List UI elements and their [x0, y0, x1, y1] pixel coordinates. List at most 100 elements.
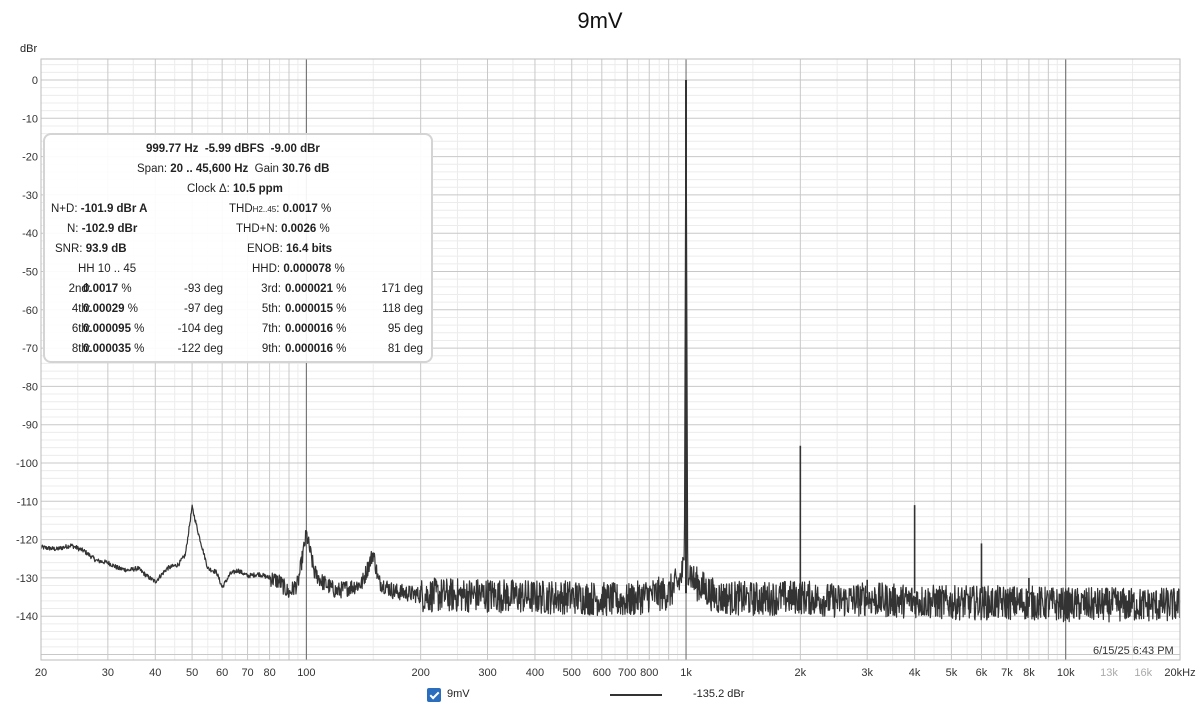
harmonic-value: 0.0017	[83, 283, 119, 295]
snr-row: SNR: 93.9 dB	[55, 243, 127, 255]
thdn-row: THD+N: 0.0026 %	[236, 223, 330, 235]
x-tick-label: 50	[186, 667, 198, 679]
gain-label: Gain	[254, 163, 279, 175]
harmonic-cell: 0.00029 %	[83, 303, 138, 315]
x-tick-label: 600	[593, 667, 611, 679]
x-tick-label: 60	[216, 667, 228, 679]
x-tick-label: 7k	[1001, 667, 1013, 679]
chart-title: 9mV	[577, 8, 623, 33]
enob-value: 16.4 bits	[286, 243, 333, 255]
x-tick-label: 8k	[1023, 667, 1035, 679]
x-tick-label: 700	[618, 667, 636, 679]
harmonic-cell: 7th:	[261, 323, 281, 335]
x-tick-labels: 20 30 40 50 60 70 80 100 200 300 400 500 600 700 800 1k…	[35, 667, 1196, 679]
fundamental-frequency: 999.77 Hz	[146, 143, 199, 155]
legend-checkbox[interactable]	[427, 688, 441, 702]
x-tick-label: 70	[241, 667, 253, 679]
thdn-unit: %	[319, 223, 330, 235]
harmonic-cell: 5th:	[261, 303, 281, 315]
harmonic-cell: -93 deg	[183, 283, 223, 295]
y-tick-label: -100	[16, 458, 38, 470]
harmonic-cell: 3rd:	[261, 283, 281, 295]
harmonic-unit: %	[118, 283, 132, 295]
y-tick-label: -60	[22, 305, 38, 317]
enob-row: ENOB: 16.4 bits	[247, 243, 332, 255]
x-tick-label: 300	[478, 667, 496, 679]
hhd-row: HHD: 0.000078 %	[252, 263, 345, 275]
harmonic-cell: -97 deg	[183, 303, 223, 315]
thd-label: THD	[229, 203, 253, 215]
harmonic-unit: %	[332, 323, 347, 335]
y-tick-label: -80	[22, 381, 38, 393]
harmonic-value: 0.000016	[285, 343, 333, 355]
x-tick-label: 4k	[909, 667, 921, 679]
nd-row: N+D: -101.9 dBr A	[51, 203, 147, 215]
y-tick-label: -30	[22, 190, 38, 202]
y-tick-label: -20	[22, 152, 38, 164]
harmonic-unit: %	[332, 283, 347, 295]
x-tick-label: 20	[35, 667, 47, 679]
hh-range: HH 10 .. 45	[78, 263, 137, 275]
harmonic-unit: %	[124, 303, 138, 315]
thdn-label: THD+N:	[236, 223, 278, 235]
harmonic-cell: 9th:	[261, 343, 281, 355]
harmonic-unit: %	[332, 343, 347, 355]
harmonic-cell: 0.000021 %	[285, 283, 346, 295]
y-tick-label: -10	[22, 113, 38, 125]
thd-colon: :	[276, 203, 280, 215]
harmonic-cell: 81 deg	[387, 343, 423, 355]
harmonic-unit: %	[332, 303, 347, 315]
thd-row: THDH2..45: 0.0017 %	[229, 203, 331, 215]
harmonic-cell: 0.0017 %	[83, 283, 132, 295]
legend-line-swatch	[610, 694, 662, 696]
harmonic-cell: 0.000095 %	[83, 323, 144, 335]
noise-row: N: -102.9 dBr	[67, 223, 137, 235]
harmonic-value: 0.000035	[83, 343, 131, 355]
legend-series-name: 9mV	[447, 688, 470, 700]
harmonic-unit: %	[130, 343, 145, 355]
series-trace-9mV	[40, 126, 1181, 623]
y-tick-label: -120	[16, 535, 38, 547]
snr-value: 93.9 dB	[85, 243, 127, 255]
x-tick-label: 1k	[680, 667, 692, 679]
thd-value: 0.0017	[282, 203, 318, 215]
harmonic-cell: 118 deg	[382, 303, 423, 315]
x-tick-label: 10k	[1057, 667, 1075, 679]
harmonic-cell: 8th:	[71, 343, 91, 355]
x-tick-label: 800	[640, 667, 658, 679]
nd-label: N+D:	[51, 203, 78, 215]
measurement-panel[interactable]: 999.77 Hz -5.99 dBFS -9.00 dBr Span: 20 …	[43, 133, 433, 363]
fundamental-dbfs: -5.99 dBFS	[204, 143, 265, 155]
y-tick-label: -90	[22, 420, 38, 432]
y-tick-label: -130	[16, 573, 38, 585]
x-tick-label: 30	[102, 667, 114, 679]
y-tick-labels: 0 -10 -20 -30 -40 -50 -60 -70 -80 -90 -100 -110 -120…	[16, 75, 38, 623]
harmonic-cell: -104 deg	[177, 323, 223, 335]
harmonic-cell: 2nd:	[68, 283, 91, 295]
x-tick-label: 400	[526, 667, 544, 679]
span-label: Span:	[137, 163, 168, 175]
x-tick-label: 6k	[976, 667, 988, 679]
clock-value: 10.5 ppm	[233, 183, 283, 195]
x-tick-label: 5k	[946, 667, 958, 679]
thdn-value: 0.0026	[281, 223, 317, 235]
harmonic-value: 0.00029	[83, 303, 125, 315]
noise-label: N:	[67, 223, 79, 235]
x-tick-label: 200	[411, 667, 429, 679]
harmonic-cell: -122 deg	[177, 343, 223, 355]
y-tick-label: -50	[22, 267, 38, 279]
thd-unit: %	[321, 203, 332, 215]
y-tick-label: -110	[17, 496, 38, 508]
harmonic-cell: 0.000035 %	[83, 343, 144, 355]
legend-cursor-value: -135.2 dBr	[693, 688, 745, 700]
snr-label: SNR:	[55, 243, 83, 255]
x-tick-label: 3k	[861, 667, 873, 679]
harmonic-value: 0.000016	[285, 323, 333, 335]
y-axis-label: dBr	[20, 43, 38, 55]
harmonic-value: 0.000021	[285, 283, 333, 295]
hhd-value: 0.000078	[283, 263, 332, 275]
harmonic-value: 0.000015	[285, 303, 333, 315]
x-tick-label: 2k	[795, 667, 807, 679]
y-tick-label: -40	[22, 228, 38, 240]
y-tick-label: -70	[22, 343, 38, 355]
